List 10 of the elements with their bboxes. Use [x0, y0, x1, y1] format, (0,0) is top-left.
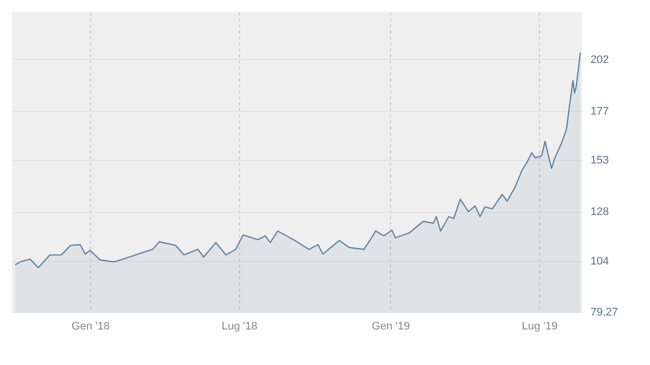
x-tick-label: Gen '18: [72, 320, 110, 332]
y-tick-label: 104: [590, 256, 609, 268]
y-tick-label: 177: [590, 105, 609, 118]
y-tick-label: 202: [590, 54, 609, 66]
y-tick-label: 79,27: [590, 306, 618, 318]
x-tick-label: Lug '18: [222, 320, 258, 332]
y-tick-label: 153: [590, 154, 609, 167]
y-tick-label: 128: [590, 206, 609, 218]
x-tick-label: Lug '19: [522, 320, 558, 332]
x-tick-label: Gen '19: [372, 320, 410, 332]
